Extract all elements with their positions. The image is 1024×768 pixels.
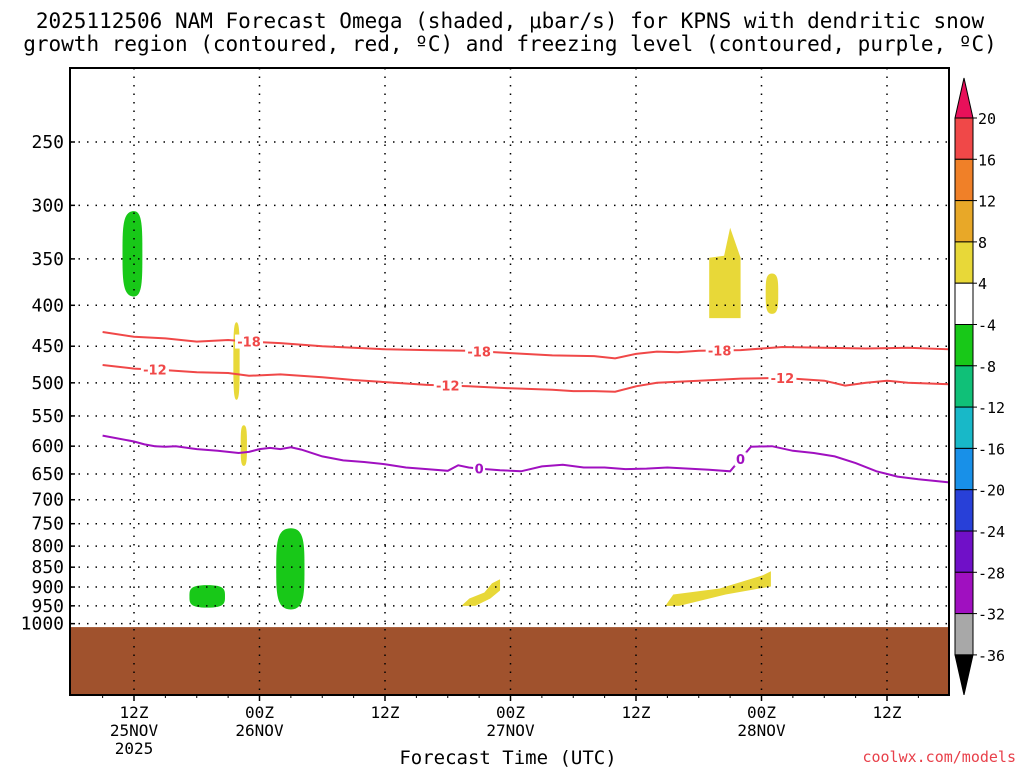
dgz-top-label-bg — [705, 343, 734, 358]
colorbar-swatch — [954, 489, 974, 532]
colorbar-label: 20 — [978, 110, 996, 128]
colorbar-swatch — [954, 282, 974, 326]
credit-text: coolwx.com/models — [862, 748, 1016, 766]
omega-shading-layer — [122, 211, 779, 610]
y-tick-label: 900 — [31, 577, 64, 598]
y-tick-label: 250 — [31, 132, 64, 153]
y-tick-label: 450 — [31, 336, 64, 357]
colorbar-label: -12 — [978, 399, 1005, 417]
freezing-level-label: 0 — [736, 453, 745, 468]
colorbar-swatch — [954, 447, 974, 491]
colorbar-swatch — [954, 200, 974, 243]
contour-layer: -18 -18 -18 -12 -12 -12 0 0 — [102, 331, 950, 484]
x-tick-label: 00Z — [496, 703, 525, 722]
omega-pos-5 — [461, 579, 501, 606]
colorbar-label: -32 — [978, 606, 1005, 624]
freezing-level-label: 0 — [475, 463, 484, 478]
omega-pos-1 — [233, 322, 240, 400]
x-tick-date: 26NOV — [235, 721, 284, 740]
colorbar-label: 8 — [978, 234, 987, 252]
dgz-bottom-label: -12 — [143, 364, 167, 379]
dgz-bottom-label: -12 — [771, 372, 795, 387]
x-tick-label: 12Z — [873, 703, 902, 722]
omega-pos-4 — [765, 273, 779, 314]
y-tick-label: 800 — [31, 536, 64, 557]
dgz-top-label: -18 — [467, 345, 491, 360]
colorbar-label: -28 — [978, 564, 1005, 582]
colorbar-label: -24 — [978, 523, 1005, 541]
dgz-top-line — [102, 331, 950, 360]
y-tick-label: 300 — [31, 195, 64, 216]
x-tick-label: 00Z — [747, 703, 776, 722]
x-tick-date: 28NOV — [737, 721, 786, 740]
colorbar: 20 16 12 8 4 -4 -8 -12 -16 -20 -24 -28 -32 -36 — [954, 77, 1005, 696]
x-tick-label: 12Z — [622, 703, 651, 722]
x-tick-date: 25NOV — [110, 721, 159, 740]
colorbar-label: -4 — [978, 317, 996, 335]
omega-pos-6 — [665, 571, 771, 606]
colorbar-label: 16 — [978, 151, 996, 169]
y-tick-label: 850 — [31, 557, 64, 578]
x-tick-label: 00Z — [245, 703, 274, 722]
dgz-bottom-label-bg — [768, 370, 797, 385]
colorbar-swatch — [954, 117, 974, 160]
colorbar-swatch — [954, 406, 974, 449]
dgz-top-label-bg — [235, 334, 264, 349]
colorbar-label: 12 — [978, 193, 996, 211]
omega-neg-3 — [276, 528, 305, 610]
chart-title-line2: growth region (contoured, red, ºC) and f… — [23, 32, 997, 56]
y-tick-label: 350 — [31, 249, 64, 270]
colorbar-swatch — [954, 530, 974, 573]
y-tick-label: 950 — [31, 596, 64, 617]
colorbar-swatch — [954, 324, 974, 367]
omega-neg-2 — [189, 585, 225, 608]
x-tick-label: 12Z — [371, 703, 400, 722]
colorbar-swatch — [954, 613, 974, 656]
colorbar-swatch — [954, 241, 974, 284]
x-tick-label: 12Z — [120, 703, 149, 722]
dgz-bottom-label: -12 — [436, 380, 460, 395]
colorbar-label: 4 — [978, 275, 987, 293]
freezing-level-label-bg — [473, 461, 486, 476]
plot-frame — [69, 67, 950, 696]
terrain-layer — [70, 627, 949, 695]
colorbar-label: -16 — [978, 440, 1005, 458]
x-tick-year: 2025 — [115, 739, 154, 758]
colorbar-top-arrow — [954, 77, 974, 119]
y-tick-label: 400 — [31, 295, 64, 316]
colorbar-swatch — [954, 158, 974, 202]
dgz-bottom-label-bg — [140, 362, 169, 377]
omega-neg-1 — [122, 211, 143, 297]
y-tick-label: 500 — [31, 373, 64, 394]
y-tick-label: 550 — [31, 406, 64, 427]
y-tick-label: 650 — [31, 464, 64, 485]
y-tick-label: 600 — [31, 436, 64, 457]
y-tick-label: 700 — [31, 490, 64, 511]
dgz-bottom-label-bg — [433, 378, 462, 393]
freezing-level-line — [102, 434, 950, 484]
y-tick-label: 1000 — [21, 614, 64, 635]
dgz-top-label-bg — [465, 344, 494, 359]
colorbar-swatch — [954, 571, 974, 615]
omega-pos-2 — [240, 425, 247, 466]
colorbar-swatch — [954, 365, 974, 408]
freezing-level-label-bg — [734, 452, 747, 467]
x-axis-label: Forecast Time (UTC) — [399, 747, 616, 768]
dgz-top-label: -18 — [708, 344, 732, 359]
omega-pos-3 — [709, 227, 741, 319]
colorbar-bottom-arrow — [954, 654, 974, 696]
colorbar-label: -8 — [978, 358, 996, 376]
terrain-fill — [70, 627, 949, 695]
colorbar-label: -36 — [978, 647, 1005, 665]
colorbar-label: -20 — [978, 482, 1005, 500]
x-tick-date: 27NOV — [486, 721, 535, 740]
dgz-bottom-line — [102, 364, 950, 393]
chart-title-line1: 2025112506 NAM Forecast Omega (shaded, μ… — [36, 9, 985, 33]
dgz-top-label: -18 — [237, 336, 261, 351]
y-tick-labels: 2503003504004505005506006507007508008509… — [21, 132, 64, 635]
y-tick-label: 750 — [31, 514, 64, 535]
